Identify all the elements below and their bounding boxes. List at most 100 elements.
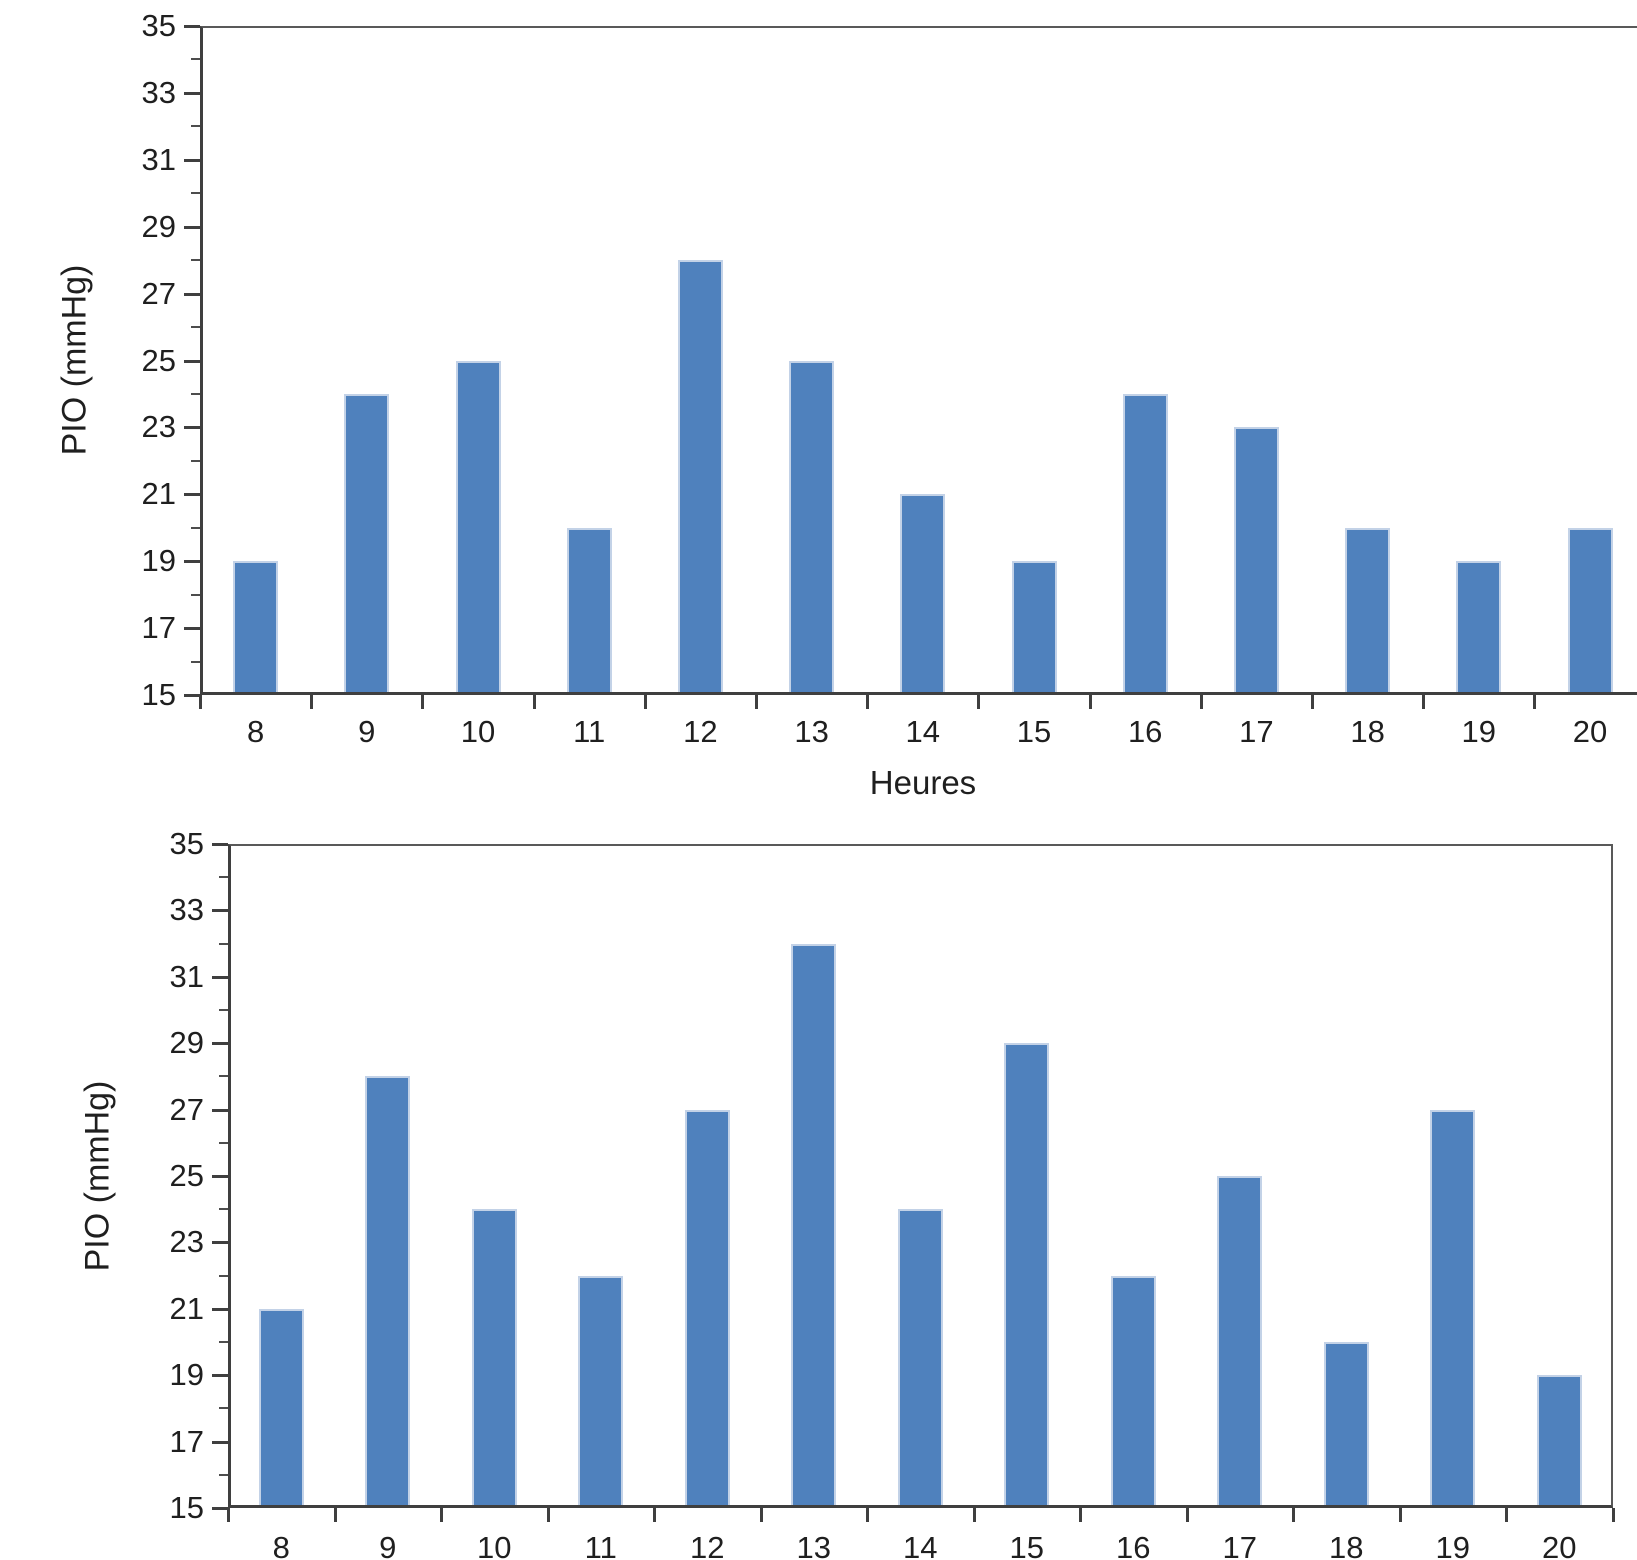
x-tick-label-8: 8 bbox=[246, 714, 265, 749]
bar-hour-12 bbox=[677, 260, 723, 695]
y-tick-label-29: 29 bbox=[141, 208, 176, 244]
x-tick-3 bbox=[546, 1508, 550, 1522]
y-tick-19 bbox=[212, 1374, 228, 1378]
y-minor-tick-22 bbox=[219, 1274, 228, 1277]
x-tick-label-18: 18 bbox=[1329, 1530, 1364, 1560]
bar-hour-10 bbox=[471, 1209, 517, 1508]
x-tick-label-19: 19 bbox=[1461, 714, 1497, 749]
x-tick-label-9: 9 bbox=[358, 714, 376, 749]
x-tick-4 bbox=[643, 695, 647, 709]
y-tick-label-19: 19 bbox=[169, 1357, 204, 1393]
y-tick-21 bbox=[212, 1307, 228, 1311]
y-minor-tick-18 bbox=[191, 593, 200, 596]
bar-hour-20 bbox=[1567, 527, 1613, 695]
y-tick-label-25: 25 bbox=[169, 1158, 204, 1193]
y-tick-label-23: 23 bbox=[141, 409, 176, 445]
y-tick-label-27: 27 bbox=[169, 1091, 204, 1127]
x-tick-1 bbox=[333, 1508, 337, 1522]
x-tick-11 bbox=[1398, 1508, 1402, 1522]
x-tick-label-9: 9 bbox=[379, 1530, 397, 1560]
y-tick-15 bbox=[184, 694, 200, 697]
y-tick-15 bbox=[212, 1507, 228, 1510]
x-tick-label-12: 12 bbox=[683, 714, 718, 749]
x-tick-label-15: 15 bbox=[1009, 1530, 1044, 1560]
y-minor-tick-24 bbox=[191, 392, 200, 395]
y-tick-33 bbox=[212, 909, 228, 913]
y-tick-label-33: 33 bbox=[169, 892, 204, 928]
y-tick-17 bbox=[212, 1440, 228, 1444]
y-tick-19 bbox=[184, 560, 200, 564]
y-tick-33 bbox=[184, 91, 200, 95]
y-minor-tick-32 bbox=[219, 942, 228, 945]
y-tick-29 bbox=[212, 1042, 228, 1046]
x-tick-label-10: 10 bbox=[460, 714, 496, 749]
x-tick-label-14: 14 bbox=[903, 1530, 938, 1560]
y-minor-tick-26 bbox=[191, 326, 200, 329]
x-tick-label-18: 18 bbox=[1350, 714, 1385, 749]
y-minor-tick-30 bbox=[219, 1009, 228, 1011]
bar-hour-15 bbox=[1004, 1043, 1050, 1508]
y-tick-label-19: 19 bbox=[141, 543, 176, 579]
bar-hour-13 bbox=[791, 943, 837, 1508]
y-tick-25 bbox=[184, 359, 200, 363]
x-tick-label-13: 13 bbox=[796, 1530, 831, 1560]
y-tick-31 bbox=[184, 158, 200, 162]
x-tick-8 bbox=[1088, 695, 1092, 709]
x-tick-label-20: 20 bbox=[1572, 714, 1608, 749]
bar-hour-19 bbox=[1456, 561, 1502, 695]
bar-hour-9 bbox=[365, 1076, 411, 1508]
x-tick-label-16: 16 bbox=[1116, 1530, 1151, 1560]
bar-hour-18 bbox=[1345, 527, 1391, 695]
bar-hour-16 bbox=[1122, 393, 1168, 695]
y-minor-tick-18 bbox=[219, 1407, 228, 1410]
y-minor-tick-30 bbox=[191, 192, 200, 195]
x-tick-label-20: 20 bbox=[1542, 1530, 1577, 1560]
x-tick-label-19: 19 bbox=[1435, 1530, 1470, 1560]
bar-hour-13 bbox=[789, 360, 835, 695]
y-tick-25 bbox=[212, 1175, 228, 1178]
bar-hour-17 bbox=[1217, 1176, 1263, 1508]
bar-hour-20 bbox=[1536, 1375, 1582, 1508]
y-tick-21 bbox=[184, 493, 200, 497]
y-minor-tick-34 bbox=[219, 876, 228, 879]
bar-hour-18 bbox=[1323, 1342, 1369, 1508]
bar-hour-9 bbox=[344, 393, 390, 695]
x-tick-2 bbox=[421, 695, 425, 709]
x-tick-label-11: 11 bbox=[573, 714, 606, 749]
x-tick-12 bbox=[1533, 695, 1537, 709]
bar-hour-14 bbox=[900, 494, 946, 695]
y-tick-label-31: 31 bbox=[141, 141, 176, 177]
y-minor-tick-26 bbox=[219, 1141, 228, 1144]
x-tick-9 bbox=[1185, 1508, 1189, 1522]
x-tick-9 bbox=[1199, 695, 1203, 709]
y-tick-label-15: 15 bbox=[169, 1490, 204, 1525]
bar-hour-11 bbox=[578, 1275, 624, 1508]
y-tick-label-23: 23 bbox=[169, 1224, 204, 1260]
x-tick-10 bbox=[1311, 695, 1314, 709]
x-tick-0 bbox=[199, 695, 202, 709]
x-tick-label-14: 14 bbox=[905, 714, 941, 749]
y-tick-label-27: 27 bbox=[141, 275, 176, 311]
bar-hour-10 bbox=[455, 360, 501, 695]
x-axis-title: Heures bbox=[869, 764, 977, 801]
plot-frame bbox=[200, 26, 1637, 695]
x-tick-3 bbox=[532, 695, 536, 709]
y-minor-tick-20 bbox=[191, 526, 200, 529]
x-tick-label-16: 16 bbox=[1127, 714, 1163, 749]
x-tick-5 bbox=[755, 695, 758, 709]
bar-hour-8 bbox=[258, 1308, 304, 1508]
x-tick-13 bbox=[1611, 1508, 1615, 1522]
x-tick-label-17: 17 bbox=[1239, 714, 1274, 749]
y-minor-tick-22 bbox=[191, 459, 200, 462]
x-tick-5 bbox=[759, 1508, 763, 1522]
x-tick-label-11: 11 bbox=[584, 1530, 617, 1560]
x-tick-7 bbox=[972, 1508, 976, 1522]
y-tick-31 bbox=[212, 975, 228, 979]
y-minor-tick-34 bbox=[191, 58, 200, 61]
y-minor-tick-28 bbox=[191, 259, 200, 262]
y-tick-label-17: 17 bbox=[169, 1423, 204, 1459]
bar-hour-12 bbox=[684, 1109, 730, 1508]
y-minor-tick-24 bbox=[219, 1208, 228, 1211]
